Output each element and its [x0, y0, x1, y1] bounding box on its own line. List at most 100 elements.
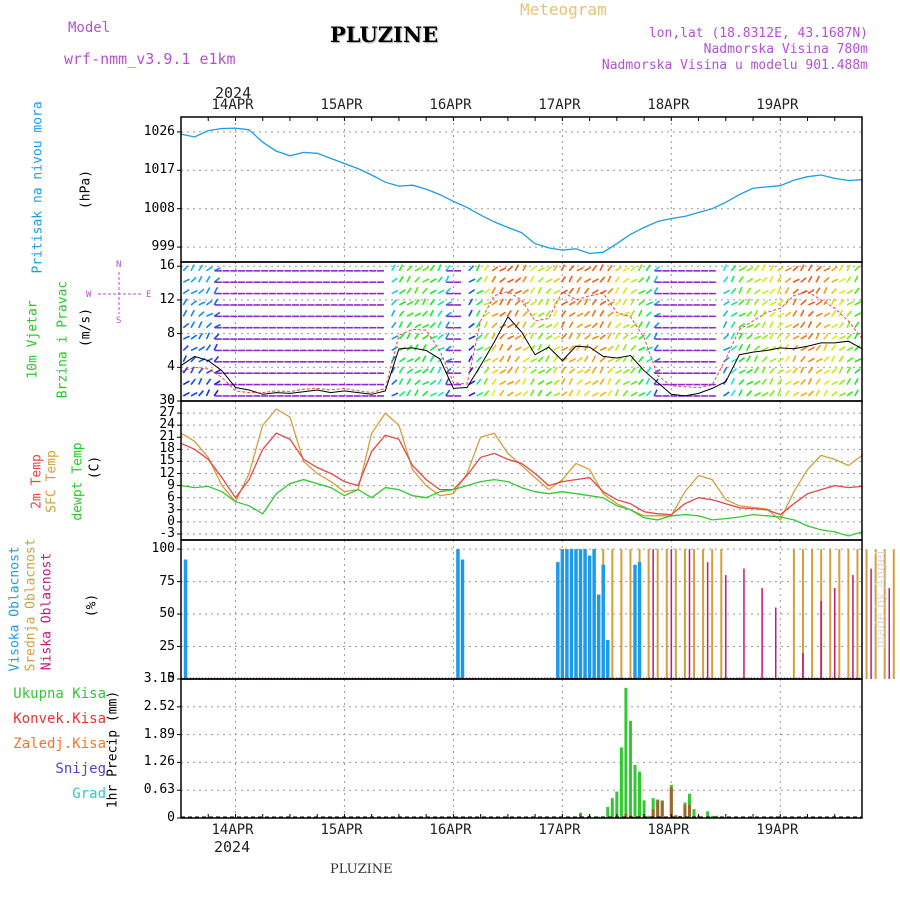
cloud-high-bar [606, 640, 610, 679]
wind-arrow [182, 288, 190, 295]
wind-arrow [190, 309, 196, 317]
wind-arrow [630, 335, 638, 340]
wind-arrow [823, 389, 829, 397]
wind-arrow [784, 389, 791, 397]
wind-label-2: Brzina i Pravac [55, 280, 71, 399]
wind-arrow [761, 309, 767, 317]
wind-arrow [182, 265, 189, 272]
pressure-unit: (hPa) [78, 169, 94, 210]
wind-arrow [553, 277, 561, 283]
wind-arrow [205, 266, 213, 272]
wind-arrow [622, 324, 630, 329]
wind-arrow [784, 323, 792, 329]
precip-total-bar [647, 815, 651, 818]
precip-convective-bar [579, 814, 583, 818]
wind-arrow [576, 356, 583, 363]
wind-arrow [560, 321, 566, 329]
wind-arrow [638, 299, 645, 306]
wind-arrow [607, 377, 612, 385]
wind-arrow [483, 321, 489, 329]
wind-arrow [182, 278, 190, 283]
cloud-mid-bar [711, 549, 714, 679]
wind-arrow [637, 264, 643, 272]
wind-arrow [475, 264, 481, 272]
wind-arrow [545, 390, 552, 397]
wind-arrow [491, 287, 496, 294]
precip-total-bar [638, 771, 642, 818]
wind-arrow [830, 310, 837, 317]
wind-arrow [514, 334, 522, 340]
wind-arrow [213, 343, 218, 351]
precip-total-bar [606, 806, 610, 818]
wind-arrow [437, 300, 445, 306]
wind-arrow [414, 379, 421, 386]
wind-arrow [213, 389, 219, 397]
wind-arrow [638, 334, 645, 340]
wind-arrow [607, 311, 614, 317]
wind-arrow [205, 378, 212, 386]
precip-tick-label: 0.63 [143, 782, 175, 798]
wind-arrow [599, 346, 607, 352]
wind-arrow [738, 266, 746, 272]
wind-arrow [568, 389, 574, 397]
wind-arrow [622, 343, 628, 351]
wind-arrow [483, 332, 489, 340]
wind-arrow [746, 368, 753, 374]
wind-arrow [530, 368, 537, 374]
wind-arrow [390, 355, 397, 363]
precip-total-bar [710, 815, 714, 818]
pressure-line [180, 127, 863, 255]
wind-arrow [414, 389, 419, 397]
wind-arrow [421, 298, 427, 306]
wind-arrow [444, 321, 450, 329]
wind-arrow [182, 298, 188, 306]
wind-arrow [529, 321, 536, 329]
wind-arrow [622, 355, 628, 363]
wind-arrow [591, 335, 600, 340]
wind-arrow [730, 311, 738, 318]
precip-total-bar [633, 765, 637, 818]
wind-arrow [406, 300, 414, 306]
wind-arrow [607, 389, 613, 397]
wind-arrow [630, 355, 635, 363]
wind-arrow [537, 343, 543, 351]
cloud-mid-bar [674, 549, 677, 679]
wind-arrow [491, 332, 496, 340]
precip-total-bar [615, 791, 619, 818]
cloud-low-bar [834, 588, 836, 679]
cloud-low-bar [852, 575, 854, 679]
wind-arrow [507, 335, 515, 340]
model-name: wrf-nmm_v3.9.1 e1km [64, 50, 236, 68]
wind-arrow [653, 287, 659, 294]
cloud-label-3: Niska Oblacnost [39, 552, 55, 671]
wind-arrow [838, 264, 844, 272]
wind-arrow [769, 301, 777, 306]
wind-arrow [390, 264, 396, 272]
wind-arrow [838, 277, 846, 283]
date-label-bottom: 14APR [211, 822, 254, 838]
wind-arrow [213, 355, 220, 363]
wind-arrow [838, 355, 844, 363]
cloud-high-bar [456, 549, 460, 679]
wind-arrow [561, 346, 569, 352]
wind-arrow [622, 380, 630, 386]
wind-arrow [854, 358, 862, 363]
wind-arrow [807, 333, 814, 340]
wind-arrow [753, 298, 759, 306]
wind-arrow [653, 275, 659, 283]
wind-arrow [614, 332, 620, 340]
pressure-panel-frame [180, 116, 863, 263]
wind-arrow [776, 389, 782, 397]
wind-arrow [190, 346, 198, 352]
wind-arrow [807, 310, 814, 317]
wind-arrow [761, 300, 769, 306]
wind-arrow [630, 265, 637, 272]
cloud-low-bar [706, 562, 709, 679]
date-label-bottom: 15APR [320, 822, 363, 838]
wind-arrow [730, 264, 737, 272]
wind-arrow [514, 366, 519, 374]
wind-arrow [591, 289, 599, 295]
wind-tick-label: 4 [167, 359, 175, 375]
date-label-top: 18APR [647, 97, 690, 113]
wind-arrow [398, 310, 405, 317]
